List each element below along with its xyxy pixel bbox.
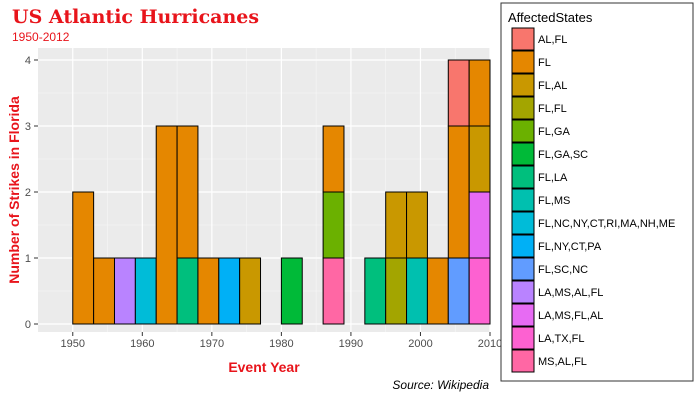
legend-key bbox=[511, 27, 535, 51]
legend-label: LA,MS,AL,FL bbox=[538, 287, 603, 299]
legend-key bbox=[511, 73, 535, 97]
legend-key bbox=[511, 349, 535, 373]
legend-label: FL,MS bbox=[538, 195, 570, 207]
x-tick-label: 2010 bbox=[478, 338, 502, 350]
bar-segment bbox=[218, 257, 241, 325]
x-tick-label: 1990 bbox=[339, 338, 363, 350]
bar-segment bbox=[239, 257, 262, 325]
y-tick-label: 1 bbox=[25, 253, 31, 265]
bar-segment bbox=[155, 125, 178, 325]
x-tick-label: 2000 bbox=[408, 338, 432, 350]
legend-key bbox=[511, 142, 535, 166]
y-axis-label: Number of Strikes in Florida bbox=[6, 96, 22, 284]
legend-label: FL bbox=[538, 57, 551, 69]
y-tick-label: 3 bbox=[25, 121, 31, 133]
legend-key bbox=[511, 165, 535, 189]
bar-segment bbox=[385, 191, 408, 259]
bar-segment bbox=[426, 257, 449, 325]
legend-key bbox=[511, 257, 535, 281]
chart-subtitle: 1950-2012 bbox=[12, 30, 70, 44]
bar-segment bbox=[134, 257, 157, 325]
bar-segment bbox=[468, 59, 491, 127]
legend-label: FL,GA,SC bbox=[538, 149, 588, 161]
x-tick-label: 1980 bbox=[269, 338, 293, 350]
bar-segment bbox=[176, 257, 199, 325]
bar-segment bbox=[468, 191, 491, 259]
bar-segment bbox=[364, 257, 387, 325]
legend-key bbox=[511, 119, 535, 143]
legend-title: AffectedStates bbox=[508, 10, 593, 25]
bar-segment bbox=[113, 257, 136, 325]
legend-key bbox=[511, 50, 535, 74]
bar-segment bbox=[322, 191, 345, 259]
legend-label: MS,AL,FL bbox=[538, 356, 587, 368]
bar-segment bbox=[447, 59, 470, 127]
bar-segment bbox=[406, 191, 428, 259]
bar-segment bbox=[322, 125, 345, 193]
legend-key bbox=[511, 211, 535, 235]
bar-segment bbox=[197, 257, 220, 325]
x-tick-label: 1950 bbox=[61, 338, 85, 350]
legend-label: FL,GA bbox=[538, 126, 570, 138]
legend-label: FL,NC,NY,CT,RI,MA,NH,ME bbox=[538, 218, 675, 230]
bar-segment bbox=[468, 257, 491, 325]
y-axis: 0 1 2 3 4 bbox=[25, 55, 38, 331]
legend-key bbox=[511, 280, 535, 304]
bar-segment bbox=[447, 125, 470, 259]
bars bbox=[72, 59, 491, 325]
bar-segment bbox=[447, 257, 470, 325]
legend-key bbox=[511, 326, 535, 350]
bar-segment bbox=[280, 257, 303, 325]
legend-key bbox=[511, 96, 535, 120]
legend-key bbox=[511, 303, 535, 327]
legend-label: FL,FL bbox=[538, 103, 567, 115]
bar-segment bbox=[72, 191, 95, 325]
chart-caption: Source: Wikipedia bbox=[392, 378, 489, 392]
legend: AffectedStates AL,FL FL FL,AL FL,FL FL,GA FL,… bbox=[500, 2, 694, 382]
legend-key bbox=[511, 234, 535, 258]
bar-segment bbox=[406, 257, 428, 325]
x-axis-label: Event Year bbox=[228, 359, 300, 375]
bar-segment bbox=[468, 125, 491, 193]
x-tick-label: 1970 bbox=[200, 338, 224, 350]
legend-key bbox=[511, 188, 535, 212]
y-tick-label: 2 bbox=[25, 187, 31, 199]
y-tick-label: 4 bbox=[25, 55, 31, 67]
legend-label: FL,AL bbox=[538, 80, 567, 92]
y-tick-label: 0 bbox=[25, 319, 31, 331]
bar-segment bbox=[322, 257, 345, 325]
legend-label: AL,FL bbox=[538, 34, 567, 46]
legend-label: FL,SC,NC bbox=[538, 264, 588, 276]
bar-segment bbox=[176, 125, 199, 259]
legend-label: LA,MS,FL,AL bbox=[538, 310, 603, 322]
legend-items: AL,FL FL FL,AL FL,FL FL,GA FL,GA,SC FL,LA FL,MS… bbox=[511, 27, 675, 373]
bar-segment bbox=[385, 257, 408, 325]
bar-segment bbox=[93, 257, 115, 325]
x-tick-label: 1960 bbox=[130, 338, 154, 350]
legend-label: FL,LA bbox=[538, 172, 568, 184]
legend-label: FL,NY,CT,PA bbox=[538, 241, 602, 253]
legend-label: LA,TX,FL bbox=[538, 333, 584, 345]
x-axis: 1950 1960 1970 1980 1990 2000 2010 bbox=[61, 332, 502, 350]
chart-title: US Atlantic Hurricanes bbox=[12, 6, 259, 28]
